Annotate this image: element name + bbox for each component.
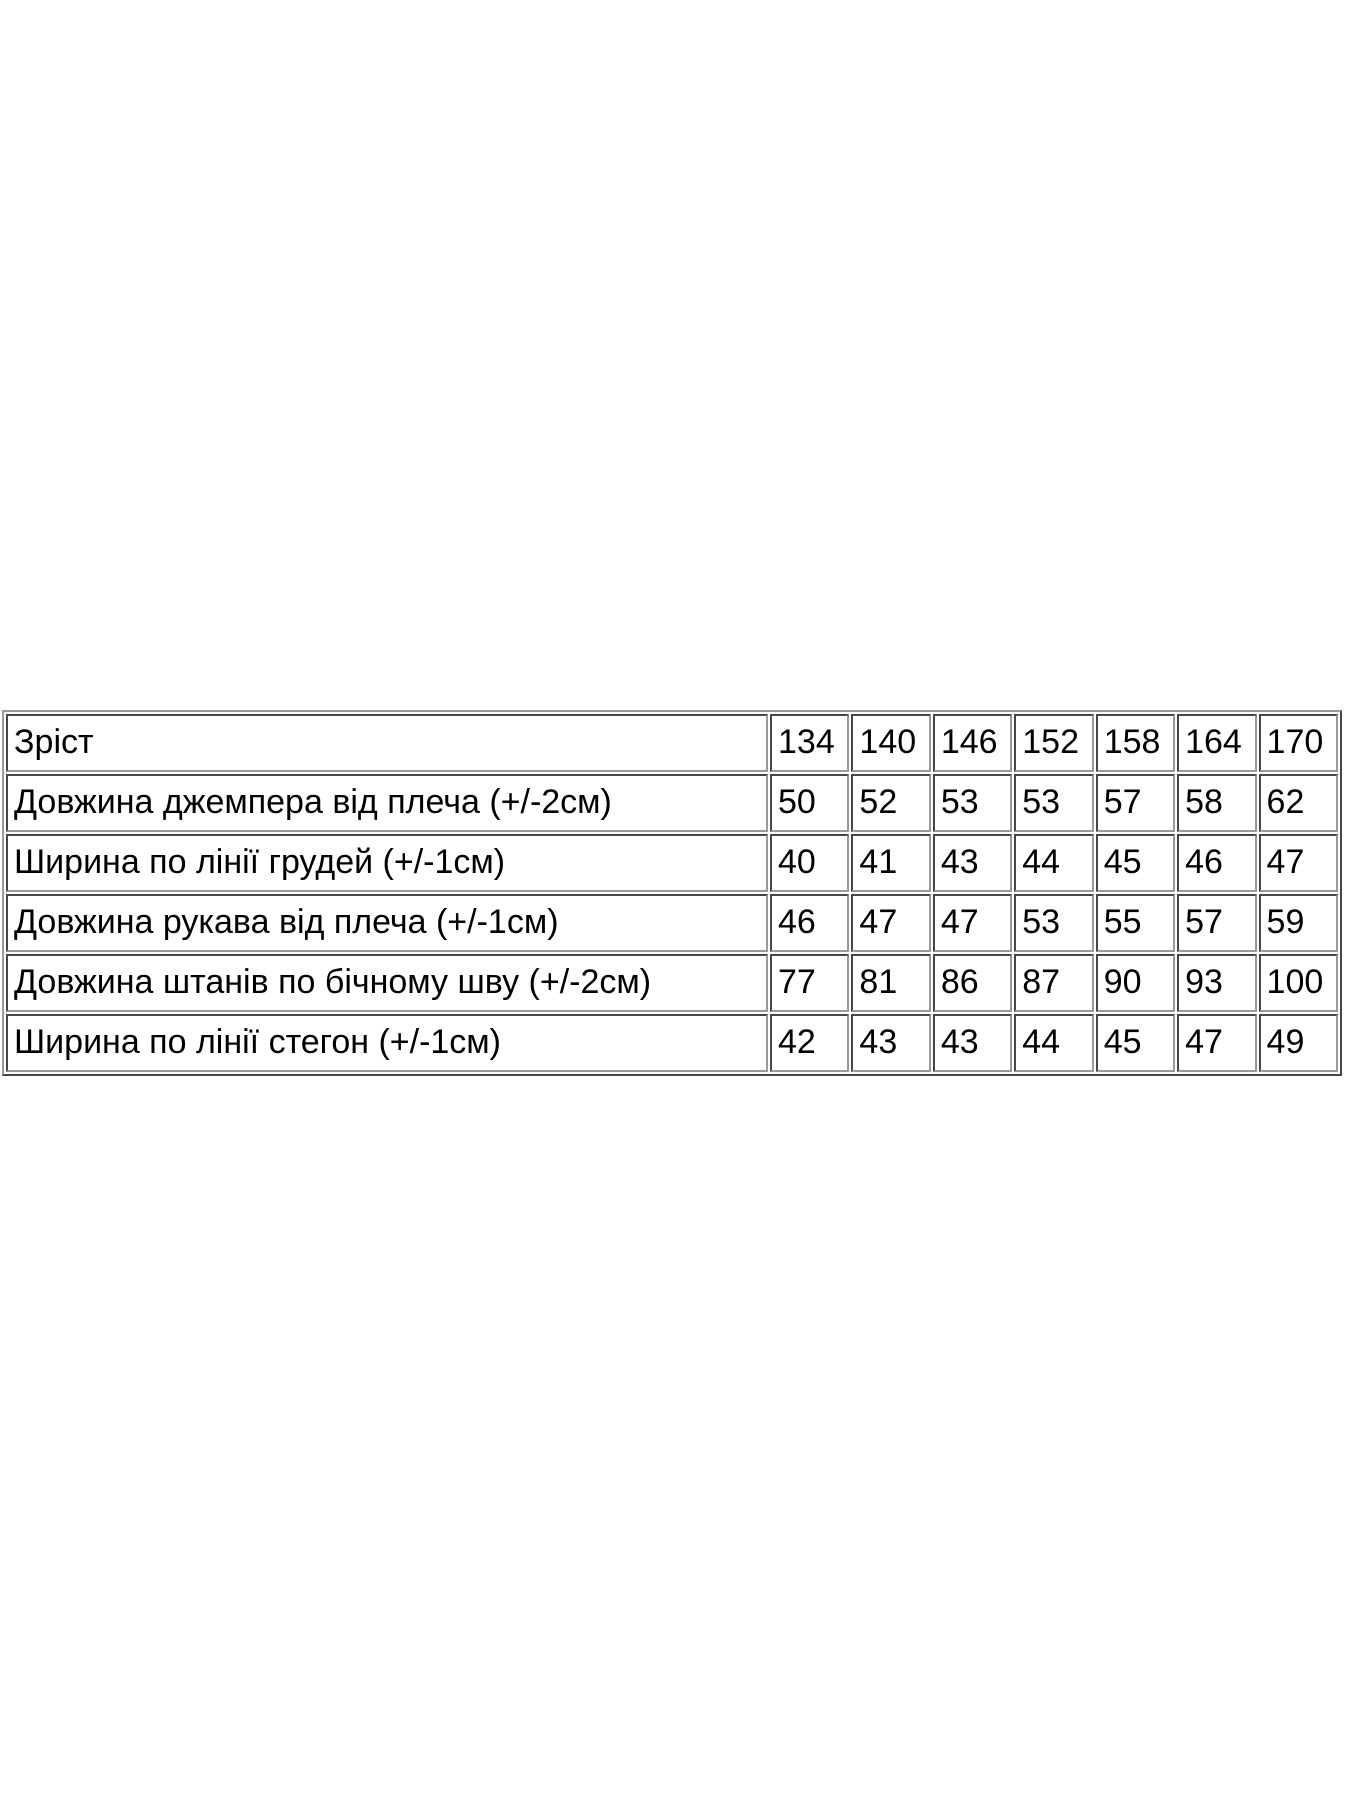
value-cell: 47 <box>932 894 1013 952</box>
value-cell: 46 <box>1177 834 1257 892</box>
value-cell: 77 <box>770 954 850 1012</box>
size-header-cell: 146 <box>932 714 1013 772</box>
value-cell: 43 <box>851 1014 931 1072</box>
value-cell: 62 <box>1258 774 1338 832</box>
value-cell: 49 <box>1258 1014 1338 1072</box>
size-header-cell: 170 <box>1258 714 1338 772</box>
size-table-row: Ширина по лінії грудей (+/-1см) 40 41 43 44 4… <box>6 834 1338 892</box>
value-cell: 47 <box>1177 1014 1257 1072</box>
value-cell: 81 <box>851 954 931 1012</box>
size-header-cell: 158 <box>1095 714 1176 772</box>
value-cell: 47 <box>851 894 931 952</box>
value-cell: 50 <box>770 774 850 832</box>
value-cell: 100 <box>1258 954 1338 1012</box>
value-cell: 53 <box>932 774 1013 832</box>
value-cell: 93 <box>1177 954 1257 1012</box>
value-cell: 87 <box>1014 954 1094 1012</box>
value-cell: 45 <box>1095 1014 1176 1072</box>
size-header-cell: 152 <box>1014 714 1094 772</box>
header-label-cell: Зріст <box>6 714 768 772</box>
value-cell: 58 <box>1177 774 1257 832</box>
value-cell: 59 <box>1258 894 1338 952</box>
row-label-cell: Ширина по лінії грудей (+/-1см) <box>6 834 768 892</box>
size-table-body: Зріст 134 140 146 152 158 164 170 Довжина джемпе… <box>6 714 1338 1072</box>
row-label-cell: Довжина джемпера від плеча (+/-2см) <box>6 774 768 832</box>
value-cell: 46 <box>770 894 850 952</box>
value-cell: 41 <box>851 834 931 892</box>
value-cell: 57 <box>1095 774 1176 832</box>
size-header-cell: 164 <box>1177 714 1257 772</box>
value-cell: 90 <box>1095 954 1176 1012</box>
size-table-row: Довжина штанів по бічному шву (+/-2см) 77… <box>6 954 1338 1012</box>
value-cell: 40 <box>770 834 850 892</box>
value-cell: 43 <box>932 1014 1013 1072</box>
size-table-header-row: Зріст 134 140 146 152 158 164 170 <box>6 714 1338 772</box>
size-table-row: Ширина по лінії стегон (+/-1см) 42 43 43 44 4… <box>6 1014 1338 1072</box>
size-table: Зріст 134 140 146 152 158 164 170 Довжина джемпе… <box>2 710 1342 1076</box>
row-label-cell: Довжина штанів по бічному шву (+/-2см) <box>6 954 768 1012</box>
size-table-row: Довжина джемпера від плеча (+/-2см) 50 52 5… <box>6 774 1338 832</box>
value-cell: 45 <box>1095 834 1176 892</box>
value-cell: 53 <box>1014 774 1094 832</box>
value-cell: 47 <box>1258 834 1338 892</box>
value-cell: 43 <box>932 834 1013 892</box>
row-label-cell: Ширина по лінії стегон (+/-1см) <box>6 1014 768 1072</box>
row-label-cell: Довжина рукава від плеча (+/-1см) <box>6 894 768 952</box>
size-table-row: Довжина рукава від плеча (+/-1см) 46 47 47 5… <box>6 894 1338 952</box>
value-cell: 44 <box>1014 1014 1094 1072</box>
value-cell: 57 <box>1177 894 1257 952</box>
size-chart-container: Зріст 134 140 146 152 158 164 170 Довжина джемпе… <box>2 710 1342 1076</box>
size-header-cell: 140 <box>851 714 931 772</box>
value-cell: 86 <box>932 954 1013 1012</box>
size-header-cell: 134 <box>770 714 850 772</box>
value-cell: 52 <box>851 774 931 832</box>
value-cell: 53 <box>1014 894 1094 952</box>
value-cell: 55 <box>1095 894 1176 952</box>
value-cell: 42 <box>770 1014 850 1072</box>
value-cell: 44 <box>1014 834 1094 892</box>
